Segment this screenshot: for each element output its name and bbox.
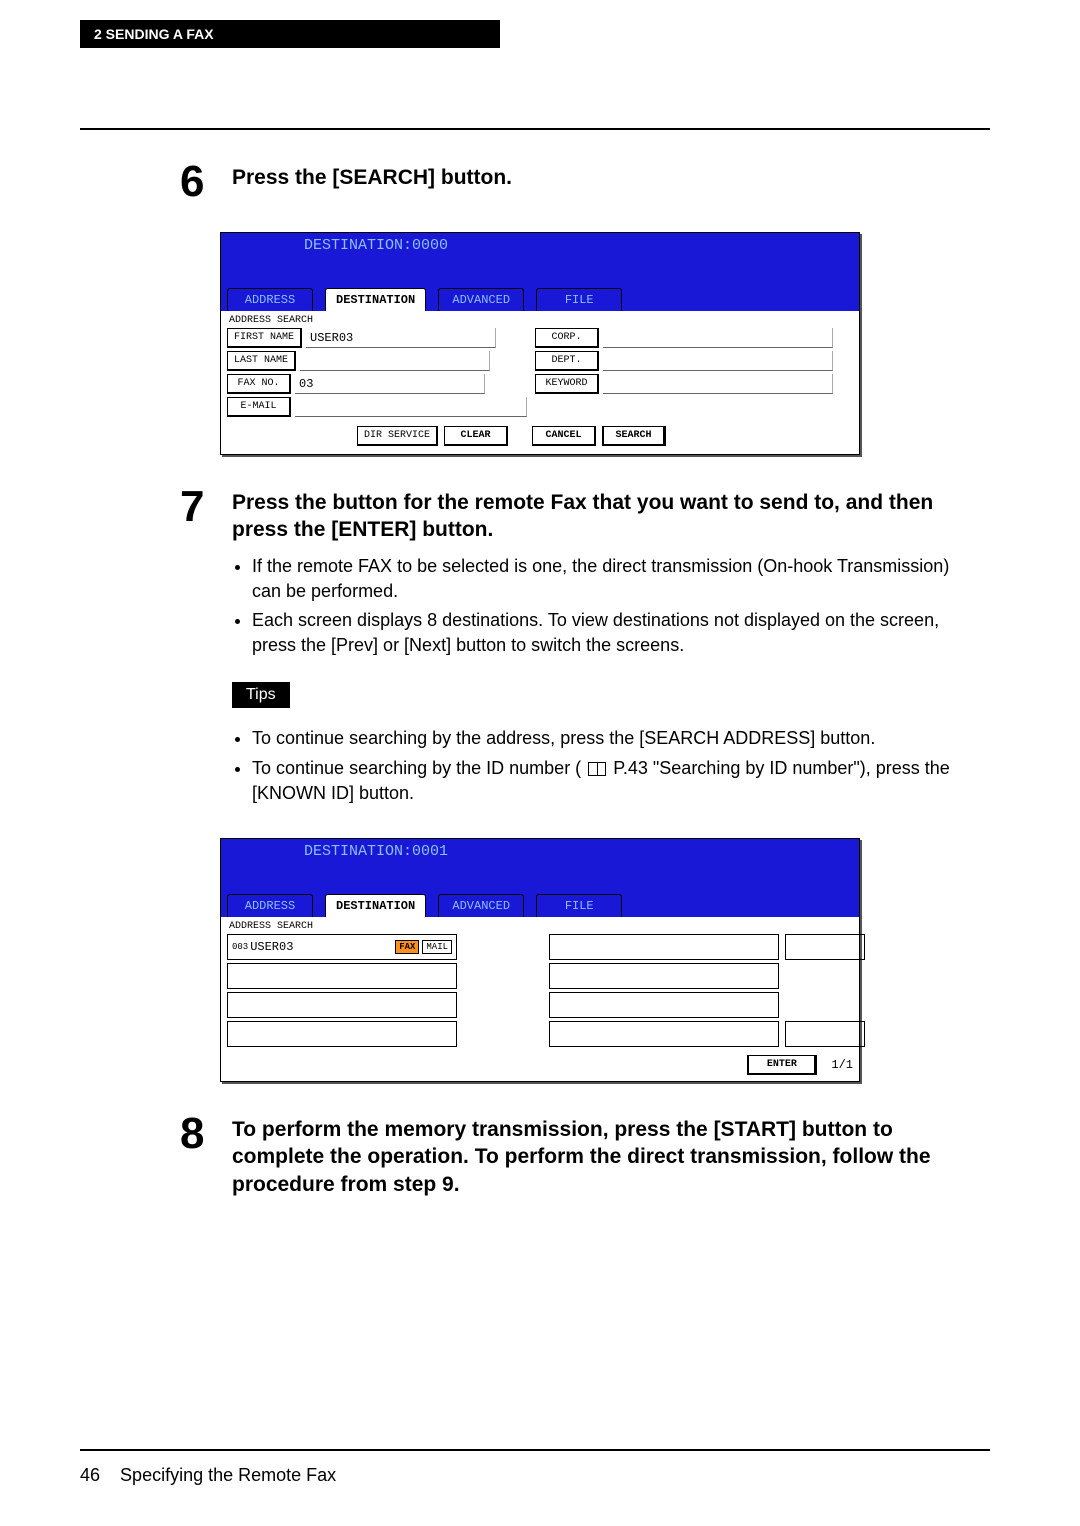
step-number: 6 [180, 160, 216, 204]
destination-counter: DESTINATION:0000 [221, 233, 531, 258]
corp-button[interactable]: CORP. [535, 328, 599, 348]
page-footer: 46 Specifying the Remote Fax [80, 1441, 990, 1486]
dept-input[interactable] [603, 351, 833, 371]
page-indicator: 1/1 [831, 1058, 853, 1072]
divider [80, 128, 990, 130]
list-item: If the remote FAX to be selected is one,… [252, 554, 970, 604]
clear-button[interactable]: CLEAR [444, 426, 508, 446]
tab-address[interactable]: ADDRESS [227, 894, 313, 917]
dir-service-button[interactable]: DIR SERVICE [357, 426, 438, 446]
result-item[interactable] [227, 1021, 457, 1047]
keyword-button[interactable]: KEYWORD [535, 374, 599, 394]
page-number: 46 [80, 1465, 100, 1485]
keyword-input[interactable] [603, 374, 833, 394]
search-results-screenshot: DESTINATION:0001 ADDRESS DESTINATION ADV… [220, 838, 860, 1082]
list-item: To continue searching by the address, pr… [252, 726, 970, 751]
fax-tag[interactable]: FAX [395, 940, 419, 954]
step-bullet-list: If the remote FAX to be selected is one,… [232, 554, 970, 659]
search-form-screenshot: DESTINATION:0000 ADDRESS DESTINATION ADV… [220, 232, 860, 455]
mail-tag[interactable]: MAIL [422, 940, 452, 954]
corp-input[interactable] [603, 328, 833, 348]
result-item[interactable] [227, 963, 457, 989]
first-name-input[interactable] [306, 328, 496, 348]
result-item[interactable] [227, 992, 457, 1018]
email-button[interactable]: E-MAIL [227, 397, 291, 417]
result-item[interactable] [549, 934, 779, 960]
step-6: 6 Press the [SEARCH] button. [180, 160, 970, 204]
email-input[interactable] [295, 397, 527, 417]
list-item: Each screen displays 8 destinations. To … [252, 608, 970, 658]
result-index: 003 [232, 942, 248, 952]
first-name-button[interactable]: FIRST NAME [227, 328, 302, 348]
result-item[interactable] [549, 963, 779, 989]
result-item[interactable] [549, 1021, 779, 1047]
list-item: To continue searching by the ID number (… [252, 756, 970, 806]
step-title: Press the [SEARCH] button. [232, 164, 970, 191]
tab-destination[interactable]: DESTINATION [325, 894, 426, 917]
step-title: To perform the memory transmission, pres… [232, 1116, 970, 1198]
tab-destination[interactable]: DESTINATION [325, 288, 426, 311]
tips-list: To continue searching by the address, pr… [232, 726, 970, 806]
last-name-button[interactable]: LAST NAME [227, 351, 296, 371]
result-item[interactable]: 003 USER03 FAX MAIL [227, 934, 457, 960]
tab-file[interactable]: FILE [536, 288, 622, 311]
tab-advanced[interactable]: ADVANCED [438, 894, 524, 917]
tab-file[interactable]: FILE [536, 894, 622, 917]
fax-no-input[interactable] [295, 374, 485, 394]
step-title: Press the button for the remote Fax that… [232, 489, 970, 544]
step-number: 8 [180, 1112, 216, 1156]
fax-no-button[interactable]: FAX NO. [227, 374, 291, 394]
step-7: 7 Press the button for the remote Fax th… [180, 485, 970, 810]
cancel-button[interactable]: CANCEL [532, 426, 596, 446]
tab-address[interactable]: ADDRESS [227, 288, 313, 311]
divider [80, 1449, 990, 1451]
prev-button[interactable] [785, 934, 865, 960]
step-number: 7 [180, 485, 216, 529]
next-button[interactable] [785, 1021, 865, 1047]
tips-label: Tips [232, 682, 290, 708]
last-name-input[interactable] [300, 351, 490, 371]
dept-button[interactable]: DEPT. [535, 351, 599, 371]
result-item[interactable] [549, 992, 779, 1018]
enter-button[interactable]: ENTER [747, 1055, 817, 1075]
result-name: USER03 [250, 940, 293, 954]
form-subtitle: ADDRESS SEARCH [229, 315, 853, 326]
results-subtitle: ADDRESS SEARCH [229, 921, 853, 932]
destination-counter: DESTINATION:0001 [221, 839, 531, 864]
search-button[interactable]: SEARCH [602, 426, 666, 446]
step-8: 8 To perform the memory transmission, pr… [180, 1112, 970, 1198]
book-icon [588, 762, 606, 776]
header-section: 2 SENDING A FAX [80, 20, 500, 48]
tab-advanced[interactable]: ADVANCED [438, 288, 524, 311]
footer-title: Specifying the Remote Fax [120, 1465, 336, 1485]
